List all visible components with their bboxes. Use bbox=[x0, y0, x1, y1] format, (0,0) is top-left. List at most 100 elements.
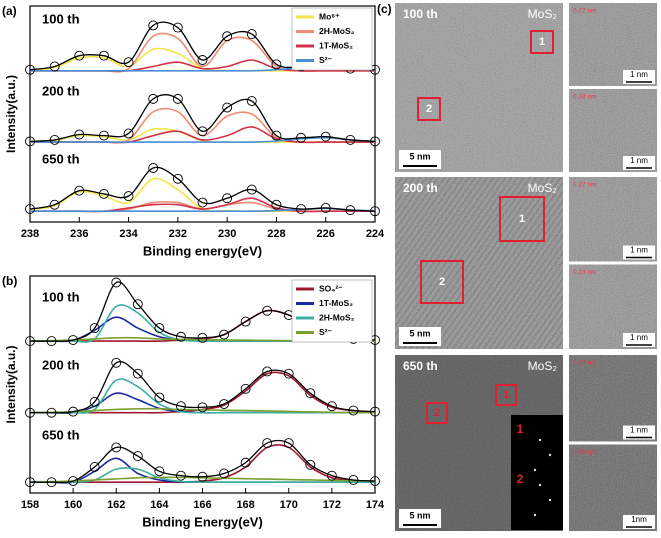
x-tick-label: 238 bbox=[21, 228, 39, 240]
inset-scale-label: 1 nm bbox=[630, 333, 648, 342]
x-tick-label: 224 bbox=[366, 228, 385, 240]
fft-spot bbox=[538, 438, 542, 442]
cycle-label: 100 th bbox=[403, 7, 438, 21]
inset-scale-bg bbox=[623, 515, 655, 529]
data-point bbox=[240, 316, 251, 327]
component-curve bbox=[29, 197, 375, 213]
legend-label: S²⁻ bbox=[319, 55, 333, 65]
spectrum-label: 200 th bbox=[42, 357, 80, 372]
data-point bbox=[25, 204, 35, 214]
x-tick-label: 230 bbox=[218, 228, 236, 240]
scale-bar-bg bbox=[399, 327, 441, 346]
region-box bbox=[417, 97, 441, 121]
x-tick-label: 168 bbox=[236, 499, 254, 511]
scale-bar-label: 5 nm bbox=[409, 510, 430, 520]
data-point bbox=[123, 191, 134, 202]
data-point bbox=[175, 401, 186, 412]
x-tick-label: 232 bbox=[169, 228, 187, 240]
data-point bbox=[326, 470, 337, 481]
fit-envelope bbox=[29, 94, 376, 143]
fft-spot bbox=[548, 453, 552, 457]
data-point bbox=[123, 128, 134, 139]
data-point bbox=[262, 366, 273, 377]
data-point bbox=[370, 206, 380, 217]
inset-scale-bg bbox=[623, 245, 655, 260]
data-point bbox=[197, 197, 208, 208]
x-tick-label: 170 bbox=[280, 499, 298, 511]
legend-label: 1T-MoS₂ bbox=[319, 298, 353, 308]
data-point bbox=[219, 399, 230, 409]
data-point bbox=[74, 50, 85, 61]
data-point bbox=[98, 188, 109, 199]
component-curve bbox=[30, 457, 375, 484]
x-tick-label: 172 bbox=[323, 499, 341, 511]
region-box bbox=[530, 30, 554, 54]
data-point bbox=[326, 401, 337, 412]
data-point bbox=[123, 57, 134, 68]
data-point bbox=[25, 64, 35, 75]
lattice-spacing: 0.23 nm bbox=[573, 449, 597, 456]
x-axis-label: Binding Energy(eV) bbox=[142, 514, 263, 529]
spectrum-label: 650 th bbox=[42, 151, 80, 166]
cycle-label: 200 th bbox=[403, 181, 438, 195]
x-tick-label: 228 bbox=[267, 228, 285, 240]
legend-label: 2H-MoS₂ bbox=[319, 26, 355, 36]
y-axis-label: Intensity(a.u.) bbox=[4, 75, 18, 153]
data-point bbox=[98, 50, 109, 61]
legend-label: 1T-MoS₂ bbox=[319, 40, 353, 50]
data-point bbox=[246, 29, 257, 40]
y-axis-label: Intensity(a.u.) bbox=[4, 345, 18, 423]
legend-label: SO₄²⁻ bbox=[319, 283, 343, 293]
data-point bbox=[370, 406, 380, 417]
data-point bbox=[197, 126, 208, 137]
inset-scale-bg bbox=[623, 70, 655, 84]
data-point bbox=[345, 205, 356, 216]
data-point bbox=[305, 459, 316, 470]
fft-image bbox=[511, 415, 563, 530]
data-point bbox=[148, 93, 159, 104]
fft-label: 2 bbox=[517, 472, 524, 486]
region-box bbox=[426, 402, 448, 424]
inset-scale-label: 1 nm bbox=[630, 156, 648, 165]
component-curve bbox=[30, 136, 376, 143]
fit-envelope bbox=[29, 439, 376, 484]
data-point bbox=[197, 332, 208, 343]
data-point bbox=[172, 22, 183, 33]
fit-envelope bbox=[29, 361, 376, 414]
fft-spot bbox=[548, 498, 552, 502]
lattice-spacing: 0.27 nm bbox=[573, 8, 597, 15]
x-tick-label: 226 bbox=[317, 228, 335, 240]
data-point bbox=[111, 442, 122, 453]
tem-texture bbox=[395, 3, 563, 172]
scale-bar-bg bbox=[399, 509, 441, 528]
region-box bbox=[499, 196, 545, 242]
data-point bbox=[154, 392, 165, 403]
x-tick-label: 164 bbox=[150, 499, 169, 511]
data-point bbox=[132, 299, 143, 310]
x-tick-label: 166 bbox=[193, 499, 211, 511]
data-point bbox=[222, 31, 233, 42]
inset-scale-label: 1 nm bbox=[630, 70, 648, 79]
region-label: 1 bbox=[539, 36, 545, 48]
data-point bbox=[305, 388, 316, 399]
spectrum-label: 100 th bbox=[42, 289, 80, 304]
legend-label: 2H-MoS₂ bbox=[319, 312, 355, 322]
data-point bbox=[320, 203, 331, 213]
data-point bbox=[49, 134, 60, 145]
data-point bbox=[25, 477, 35, 488]
data-point bbox=[111, 357, 122, 368]
data-point bbox=[148, 20, 159, 31]
data-point bbox=[222, 102, 233, 113]
data-point bbox=[172, 93, 183, 104]
data-point bbox=[89, 323, 100, 334]
data-point bbox=[46, 477, 57, 488]
data-point bbox=[370, 136, 380, 147]
scale-bar-bg bbox=[399, 150, 441, 169]
fft-spot bbox=[533, 468, 537, 472]
data-point bbox=[98, 130, 109, 141]
data-point bbox=[219, 329, 230, 340]
data-point bbox=[296, 132, 307, 143]
legend-label: S²⁻ bbox=[319, 327, 333, 337]
lattice-spacing: 0.23 nm bbox=[573, 269, 597, 276]
fit-envelope bbox=[29, 166, 376, 212]
